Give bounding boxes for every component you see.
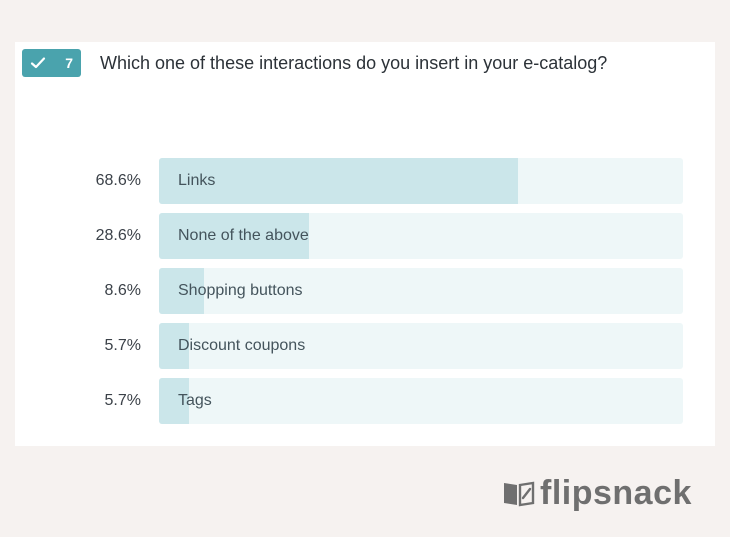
bar-fill <box>159 213 309 259</box>
percentage-label: 8.6% <box>104 282 141 299</box>
percentage-label: 68.6% <box>95 172 141 189</box>
brand-name: flipsnack <box>540 474 692 512</box>
open-book-icon <box>504 481 535 507</box>
answer-label: Tags <box>178 392 212 409</box>
percentage-label: 28.6% <box>95 227 141 244</box>
bar-track: Links <box>159 158 683 204</box>
brand-logo: flipsnack <box>502 474 702 514</box>
answer-label: None of the above <box>178 227 309 244</box>
survey-result-card: 7 Which one of these interactions do you… <box>15 42 715 446</box>
percentage-label: 5.7% <box>104 392 141 409</box>
bar-track: Shopping buttons <box>159 268 683 314</box>
bar-fill <box>159 378 189 424</box>
bar-fill <box>159 268 204 314</box>
result-row: 5.7% Tags <box>15 378 715 424</box>
results-bar-chart: 68.6% Links 28.6% None of the above 8.6% Shop… <box>15 42 715 446</box>
result-row: 68.6% Links <box>15 158 715 204</box>
question-badge: 7 <box>22 49 81 77</box>
result-row: 5.7% Discount coupons <box>15 323 715 369</box>
bar-track: Discount coupons <box>159 323 683 369</box>
check-icon <box>30 57 46 69</box>
bar-fill <box>159 323 189 369</box>
result-row: 8.6% Shopping buttons <box>15 268 715 314</box>
percentage-label: 5.7% <box>104 337 141 354</box>
bar-track: Tags <box>159 378 683 424</box>
answer-label: Discount coupons <box>178 337 306 354</box>
bar-track: None of the above <box>159 213 683 259</box>
result-row: 28.6% None of the above <box>15 213 715 259</box>
question-title: Which one of these interactions do you i… <box>100 53 608 73</box>
answer-label: Links <box>178 172 216 189</box>
answer-label: Shopping buttons <box>178 282 303 299</box>
bar-fill <box>159 158 518 204</box>
question-number: 7 <box>65 55 73 71</box>
